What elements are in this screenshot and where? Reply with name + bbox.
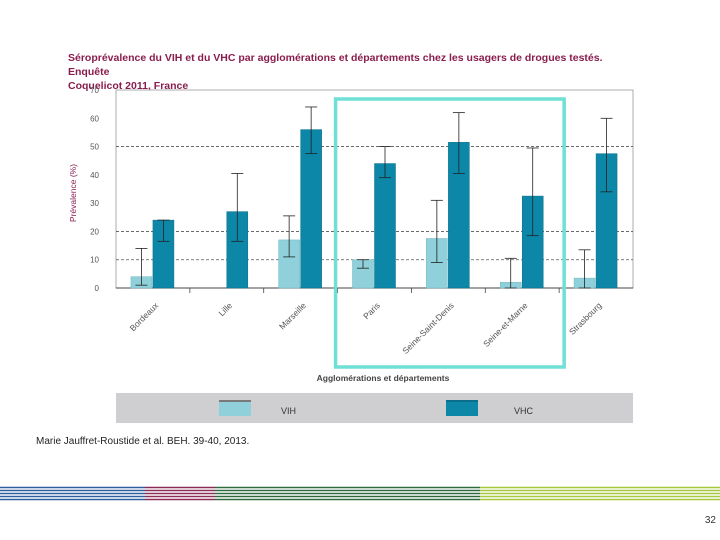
- highlight-box: [333, 97, 566, 369]
- y-tick-label: 20: [90, 227, 99, 236]
- page-number: 32: [704, 515, 716, 526]
- footer-decoration: [0, 486, 720, 501]
- chart-title: Séroprévalence du VIH et du VHC par aggl…: [68, 51, 628, 93]
- y-axis-title: Prévalence (%): [68, 164, 78, 222]
- legend-swatch-vih: [219, 400, 251, 416]
- y-tick-label: 40: [90, 171, 99, 180]
- bar-vhc-paris: [374, 163, 396, 289]
- y-tick-label: 50: [90, 143, 99, 152]
- x-tick-label: Paris: [361, 300, 382, 321]
- citation: Marie Jauffret-Roustide et al. BEH. 39-4…: [36, 436, 250, 447]
- x-tick-label: Marseille: [277, 300, 308, 331]
- legend: VIH VHC: [116, 393, 633, 423]
- y-tick-label: 70: [90, 86, 99, 95]
- x-axis-title: Agglomérations et départements: [317, 373, 450, 383]
- y-tick-label: 10: [90, 256, 99, 265]
- y-tick-label: 30: [90, 199, 99, 208]
- y-tick-label: 60: [90, 114, 99, 123]
- chart-title-line-2: Coquelicot 2011, France: [68, 80, 189, 92]
- x-tick-label: Seine-et-Marne: [481, 300, 530, 349]
- legend-label-vhc: VHC: [514, 406, 534, 416]
- y-tick-label: 0: [95, 284, 100, 293]
- x-tick-label: Seine-Saint-Denis: [400, 300, 456, 356]
- x-tick-label: Bordeaux: [128, 300, 161, 333]
- legend-label-vih: VIH: [281, 406, 297, 416]
- chart-title-line-1: Séroprévalence du VIH et du VHC par aggl…: [68, 52, 603, 78]
- x-tick-label: Lille: [216, 300, 234, 318]
- x-tick-label: Strasbourg: [567, 300, 604, 337]
- legend-swatch-vhc: [446, 400, 478, 416]
